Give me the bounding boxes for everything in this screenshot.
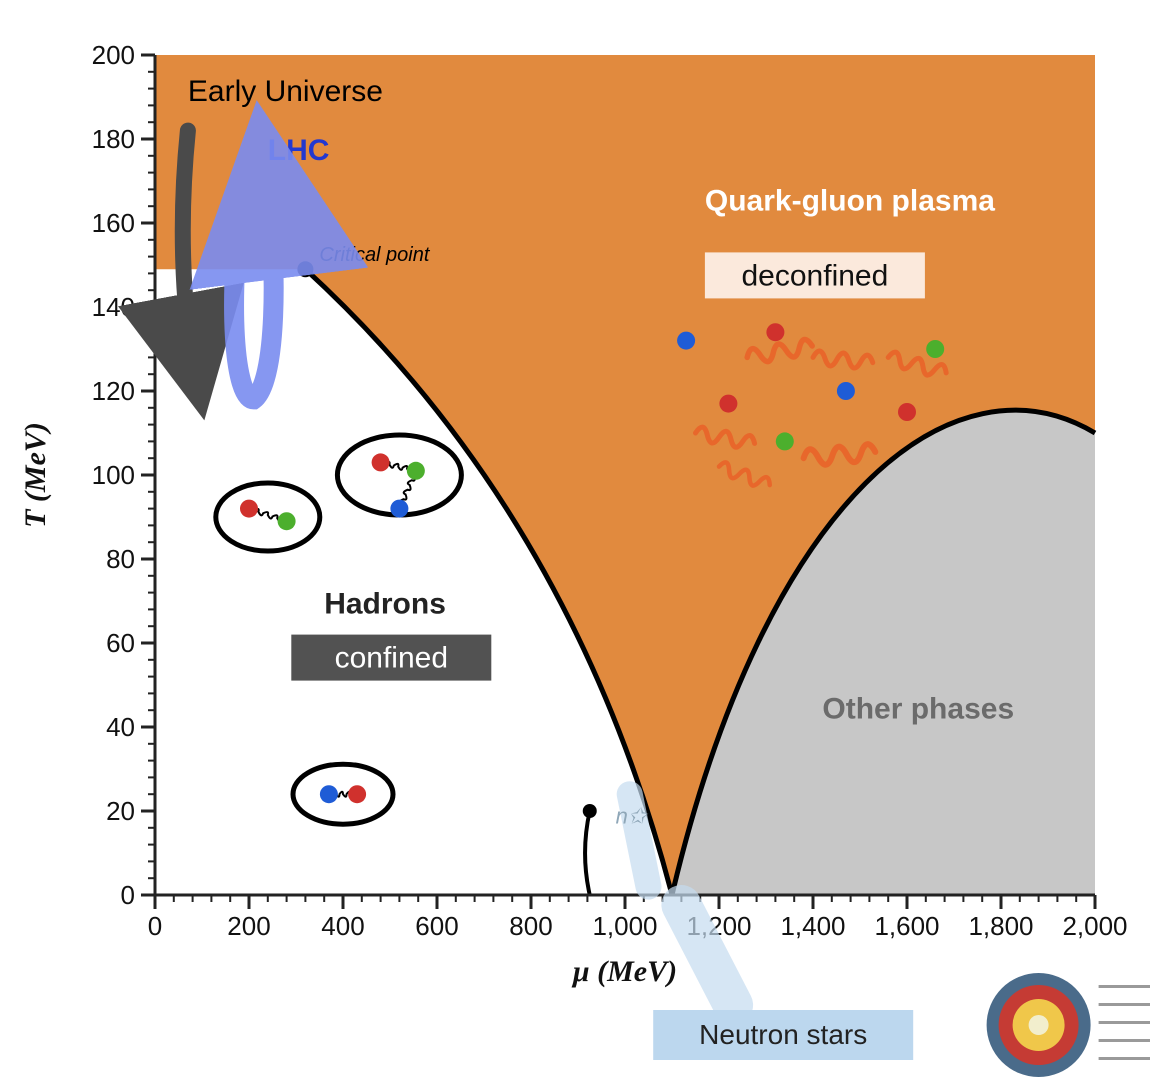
- y-tick-label: 60: [106, 628, 135, 658]
- x-tick-label: 1,000: [592, 911, 657, 941]
- x-tick-label: 2,000: [1062, 911, 1127, 941]
- hadron-bag: [216, 483, 320, 551]
- free-quark-dot: [898, 403, 916, 421]
- nuclear-point-dot: [583, 804, 597, 818]
- y-tick-label: 160: [92, 208, 135, 238]
- critical-point-label: Critical point: [319, 244, 430, 266]
- x-tick-label: 400: [321, 911, 364, 941]
- y-tick-label: 80: [106, 544, 135, 574]
- quark-dot: [240, 500, 258, 518]
- hadron-bag: [337, 435, 461, 518]
- x-tick-label: 1,600: [874, 911, 939, 941]
- hadrons-title: Hadrons: [324, 588, 446, 621]
- x-axis-label: μ (MeV): [571, 955, 677, 988]
- free-quark-dot: [719, 395, 737, 413]
- x-tick-label: 1,400: [780, 911, 845, 941]
- y-tick-label: 200: [92, 40, 135, 70]
- quark-dot: [320, 785, 338, 803]
- x-tick-label: 0: [148, 911, 162, 941]
- y-axis-label: T (MeV): [19, 422, 52, 528]
- quark-dot: [278, 512, 296, 530]
- other-phases-title: Other phases: [822, 693, 1014, 726]
- free-quark-dot: [766, 323, 784, 341]
- y-tick-label: 140: [92, 292, 135, 322]
- critical-point-dot: [297, 261, 313, 277]
- y-tick-label: 120: [92, 376, 135, 406]
- x-tick-label: 600: [415, 911, 458, 941]
- phase-diagram-svg: Critical point 0 20 40 60 80 100 120 140 160 180 20…: [0, 0, 1150, 1082]
- qgp-title: Quark-gluon plasma: [705, 184, 995, 217]
- hadrons-badge-text: confined: [335, 642, 448, 675]
- quark-dot: [372, 453, 390, 471]
- x-tick-label: 800: [509, 911, 552, 941]
- y-tick-label: 0: [121, 880, 135, 910]
- hadron-bag: [293, 764, 393, 824]
- quark-dot: [407, 462, 425, 480]
- lhc-label: LHC: [268, 134, 330, 167]
- free-quark-dot: [926, 340, 944, 358]
- neutron-star-inset: [987, 973, 1150, 1077]
- y-tick-label: 180: [92, 124, 135, 154]
- early-universe-label: Early Universe: [188, 75, 383, 108]
- neutron-stars-label: Neutron stars: [699, 1019, 867, 1050]
- free-quark-dot: [837, 382, 855, 400]
- x-tick-label: 200: [227, 911, 270, 941]
- free-quark-dot: [776, 432, 794, 450]
- free-quark-dot: [677, 332, 695, 350]
- x-tick-label: 1,800: [968, 911, 1033, 941]
- nstar-label: n✩: [616, 804, 649, 829]
- y-tick-label: 20: [106, 796, 135, 826]
- y-tick-label: 100: [92, 460, 135, 490]
- qgp-badge-text: deconfined: [742, 259, 889, 292]
- quark-dot: [348, 785, 366, 803]
- y-tick-label: 40: [106, 712, 135, 742]
- nuclear-line: [585, 811, 590, 895]
- quark-dot: [390, 500, 408, 518]
